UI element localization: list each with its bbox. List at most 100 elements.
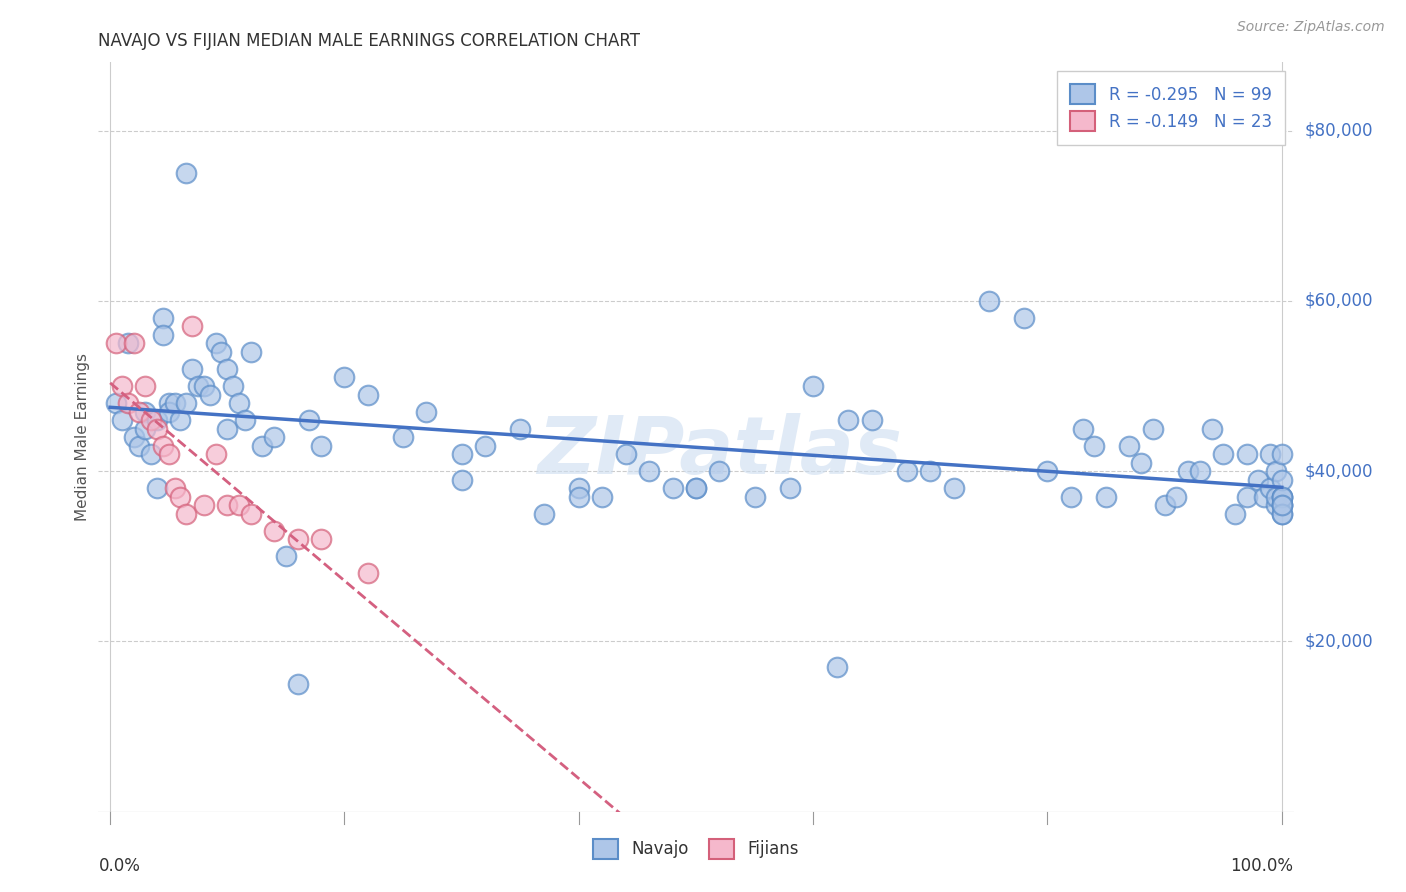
Text: NAVAJO VS FIJIAN MEDIAN MALE EARNINGS CORRELATION CHART: NAVAJO VS FIJIAN MEDIAN MALE EARNINGS CO… [98, 32, 640, 50]
Point [111, 413, 134, 427]
Point [239, 507, 262, 521]
Point [193, 498, 215, 512]
Point [211, 345, 233, 359]
Point [1265, 490, 1288, 504]
Point [174, 396, 197, 410]
Point [111, 379, 134, 393]
Point [298, 413, 321, 427]
Point [263, 430, 285, 444]
Point [357, 387, 380, 401]
Point [152, 310, 174, 325]
Point [239, 345, 262, 359]
Point [287, 533, 309, 547]
Point [977, 293, 1000, 308]
Point [1153, 498, 1175, 512]
Text: 0.0%: 0.0% [98, 856, 141, 875]
Point [1012, 310, 1035, 325]
Point [1271, 498, 1294, 512]
Point [193, 379, 215, 393]
Point [217, 362, 239, 376]
Point [134, 421, 156, 435]
Point [309, 533, 332, 547]
Point [198, 387, 221, 401]
Point [1095, 490, 1118, 504]
Point [117, 396, 139, 410]
Point [134, 379, 156, 393]
Point [117, 336, 139, 351]
Point [263, 524, 285, 538]
Point [1271, 498, 1294, 512]
Point [1271, 490, 1294, 504]
Point [1253, 490, 1275, 504]
Point [920, 464, 942, 478]
Point [568, 481, 591, 495]
Point [1271, 490, 1294, 504]
Point [801, 379, 824, 393]
Point [1271, 507, 1294, 521]
Text: $60,000: $60,000 [1305, 292, 1374, 310]
Point [146, 413, 169, 427]
Point [233, 413, 256, 427]
Point [333, 370, 356, 384]
Point [141, 413, 163, 427]
Point [450, 447, 472, 461]
Point [1247, 473, 1270, 487]
Point [1142, 421, 1164, 435]
Point [146, 421, 169, 435]
Point [509, 421, 531, 435]
Point [157, 396, 180, 410]
Point [1271, 490, 1294, 504]
Point [1236, 447, 1258, 461]
Point [860, 413, 883, 427]
Point [591, 490, 613, 504]
Point [152, 439, 174, 453]
Point [152, 327, 174, 342]
Point [204, 447, 226, 461]
Point [1271, 473, 1294, 487]
Text: Source: ZipAtlas.com: Source: ZipAtlas.com [1237, 20, 1385, 34]
Point [1201, 421, 1223, 435]
Point [825, 660, 848, 674]
Point [274, 549, 297, 564]
Point [169, 413, 191, 427]
Point [1177, 464, 1199, 478]
Point [222, 379, 245, 393]
Y-axis label: Median Male Earnings: Median Male Earnings [75, 353, 90, 521]
Point [228, 396, 250, 410]
Point [1118, 439, 1140, 453]
Point [1166, 490, 1188, 504]
Point [204, 336, 226, 351]
Point [661, 481, 683, 495]
Point [157, 404, 180, 418]
Point [105, 336, 128, 351]
Point [1036, 464, 1059, 478]
Point [252, 439, 274, 453]
Point [1258, 447, 1281, 461]
Point [392, 430, 415, 444]
Point [685, 481, 707, 495]
Point [638, 464, 661, 478]
Point [896, 464, 918, 478]
Point [181, 319, 204, 334]
Point [1271, 447, 1294, 461]
Point [450, 473, 472, 487]
Point [217, 498, 239, 512]
Point [568, 490, 591, 504]
Point [1271, 507, 1294, 521]
Point [134, 404, 156, 418]
Legend: Navajo, Fijians: Navajo, Fijians [582, 827, 810, 871]
Point [287, 677, 309, 691]
Point [685, 481, 707, 495]
Point [163, 481, 186, 495]
Point [122, 430, 145, 444]
Text: $80,000: $80,000 [1305, 121, 1374, 139]
Text: 100.0%: 100.0% [1230, 856, 1294, 875]
Point [837, 413, 859, 427]
Point [415, 404, 437, 418]
Point [228, 498, 250, 512]
Point [533, 507, 555, 521]
Point [1130, 456, 1153, 470]
Point [1188, 464, 1211, 478]
Point [942, 481, 965, 495]
Text: $40,000: $40,000 [1305, 462, 1374, 480]
